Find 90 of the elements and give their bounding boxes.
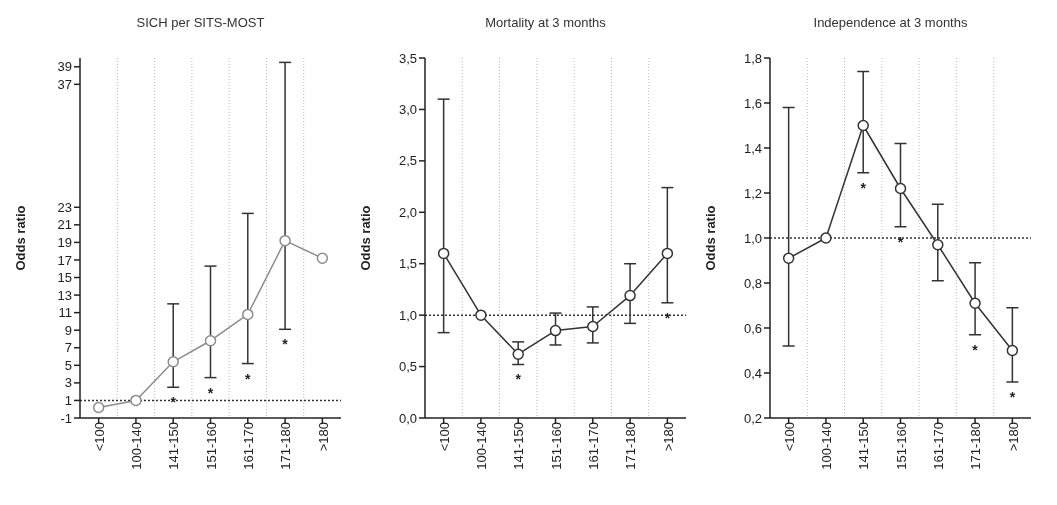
point xyxy=(624,289,636,302)
point xyxy=(894,182,907,195)
x-tick-label: 100-140 xyxy=(474,422,490,470)
annotation: * xyxy=(860,179,867,196)
y-tick-label: 2,0 xyxy=(398,204,417,220)
point xyxy=(242,308,254,321)
y-tick-label: 7 xyxy=(64,340,72,356)
y-tick-label: 1,5 xyxy=(398,256,417,272)
point xyxy=(475,309,487,321)
y-tick-label: 0,5 xyxy=(398,359,417,375)
x-tick-label: 171-180 xyxy=(278,422,294,470)
x-tick-label: 161-170 xyxy=(586,422,602,470)
x-tick-label: <100 xyxy=(781,422,797,452)
x-tick-label: 100-140 xyxy=(819,422,835,470)
y-axis-title: Odds ratio xyxy=(702,205,718,271)
point xyxy=(932,239,944,251)
x-tick-label: 100-140 xyxy=(129,422,145,470)
y-tick-label: -1 xyxy=(60,410,72,426)
y-tick-label: 0,8 xyxy=(743,275,762,291)
y-tick-label: 0,4 xyxy=(743,365,762,381)
y-axis-title: Odds ratio xyxy=(12,205,28,271)
x-tick-label: <100 xyxy=(436,422,452,452)
x-tick-label: >180 xyxy=(1005,422,1021,452)
y-tick-label: 1,2 xyxy=(743,185,762,201)
annotation: * xyxy=(972,341,979,358)
point xyxy=(661,247,674,260)
y-tick-label: 1,6 xyxy=(743,95,762,111)
y-tick-label: 21 xyxy=(57,217,72,233)
y-tick-label: 2,5 xyxy=(398,153,417,169)
y-tick-label: 37 xyxy=(57,76,72,92)
y-tick-label: 13 xyxy=(57,287,72,303)
y-tick-label: 1,0 xyxy=(743,230,762,246)
y-tick-label: 1,4 xyxy=(743,140,762,156)
y-tick-label: 23 xyxy=(57,199,72,215)
y-tick-label: 0,2 xyxy=(743,410,762,426)
annotation: * xyxy=(245,370,252,387)
annotation: * xyxy=(170,394,177,411)
point xyxy=(204,334,217,347)
x-tick-label: 161-170 xyxy=(931,422,947,470)
x-tick-label: 151-160 xyxy=(548,422,564,470)
annotation: * xyxy=(282,336,289,353)
x-tick-label: >180 xyxy=(660,422,676,452)
y-tick-label: 0,6 xyxy=(743,320,762,336)
y-tick-label: 39 xyxy=(57,59,72,75)
point xyxy=(437,247,450,260)
x-tick-label: 141-150 xyxy=(856,422,872,470)
x-tick-label: 171-180 xyxy=(623,422,639,470)
point xyxy=(1006,344,1019,357)
y-tick-label: 17 xyxy=(57,252,72,268)
x-tick-label: <100 xyxy=(91,422,107,452)
x-tick-label: >180 xyxy=(315,422,331,452)
y-tick-label: 1 xyxy=(64,393,72,409)
point xyxy=(316,252,329,264)
y-axis-title: Odds ratio xyxy=(357,205,373,271)
point xyxy=(92,401,105,414)
y-tick-label: 9 xyxy=(64,322,72,338)
point xyxy=(820,232,832,244)
point xyxy=(279,234,291,247)
x-tick-label: 161-170 xyxy=(241,422,257,470)
y-tick-label: 0,0 xyxy=(398,410,417,426)
annotation: * xyxy=(515,371,522,388)
x-tick-label: 141-150 xyxy=(166,422,182,470)
y-tick-label: 3 xyxy=(64,375,72,391)
y-tick-label: 3,0 xyxy=(398,102,417,118)
point xyxy=(587,320,599,333)
y-tick-label: 19 xyxy=(57,235,72,251)
point xyxy=(549,324,562,337)
y-tick-label: 1,0 xyxy=(398,307,417,323)
y-tick-label: 15 xyxy=(57,270,72,286)
x-tick-label: 151-160 xyxy=(203,422,219,470)
x-tick-label: 151-160 xyxy=(893,422,909,470)
point xyxy=(130,394,142,407)
y-tick-label: 11 xyxy=(58,305,72,321)
x-tick-label: 171-180 xyxy=(968,422,984,470)
y-tick-label: 5 xyxy=(64,357,72,373)
annotation: * xyxy=(664,309,671,326)
point xyxy=(857,119,869,132)
annotation: * xyxy=(1009,388,1016,405)
annotation: * xyxy=(207,384,214,401)
point xyxy=(782,252,795,264)
chart-title: SICH per SITS-MOST xyxy=(135,14,266,32)
chart-title: Independence at 3 months xyxy=(812,14,969,32)
annotation: * xyxy=(897,233,904,250)
y-tick-label: 3,5 xyxy=(398,50,417,66)
point xyxy=(969,297,981,309)
x-tick-label: 141-150 xyxy=(511,422,527,470)
point xyxy=(512,348,524,360)
y-tick-label: 1,8 xyxy=(743,50,762,66)
chart-title: Mortality at 3 months xyxy=(484,14,607,32)
point xyxy=(167,356,179,368)
